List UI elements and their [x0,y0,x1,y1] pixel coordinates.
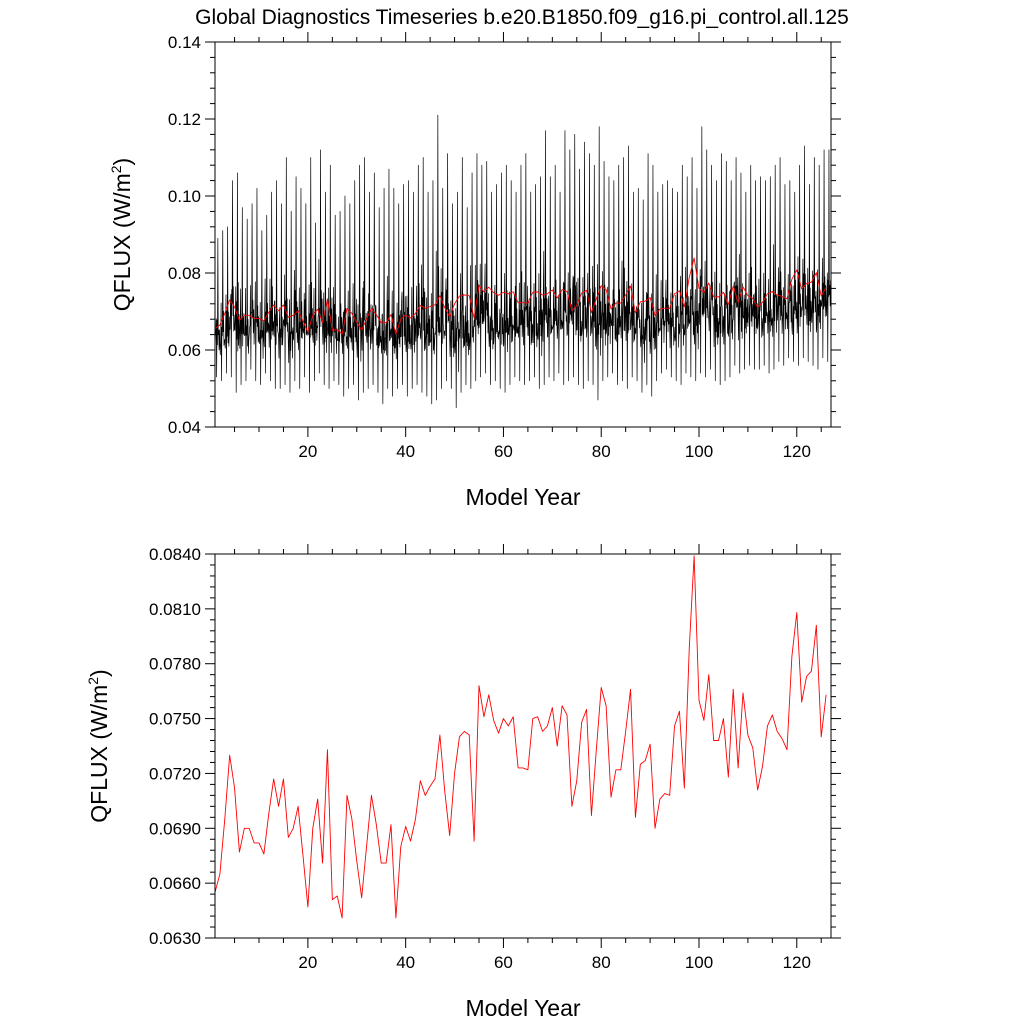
y-tick-label: 0.12 [168,110,201,129]
annual-mean-series-line [215,257,827,335]
y-tick-label: 0.0720 [149,764,201,783]
x-tick-label: 60 [494,442,513,461]
x-tick-label: 80 [592,953,611,972]
y-tick-label: 0.0690 [149,819,201,838]
y-tick-label: 0.0810 [149,600,201,619]
x-axis-label: Model Year [465,484,580,510]
y-axis-label-superscript: 2 [85,677,101,685]
y-axis-label: QFLUX (W/m2) [85,669,112,822]
x-axis-label: Model Year [465,995,580,1021]
x-tick-label: 80 [592,442,611,461]
y-tick-label: 0.0780 [149,655,201,674]
x-tick-label: 20 [298,442,317,461]
y-tick-label: 0.10 [168,187,201,206]
x-tick-label: 20 [298,953,317,972]
annual-mean-series-line [215,555,827,919]
y-tick-label: 0.04 [168,418,201,437]
y-tick-label: 0.06 [168,341,201,360]
y-tick-label: 0.0750 [149,710,201,729]
y-axis-label-superscript: 2 [108,165,124,173]
y-axis-label-text: QFLUX (W/m [109,173,135,311]
y-tick-label: 0.08 [168,264,201,283]
plot-frame [214,553,832,939]
x-tick-label: 100 [685,442,713,461]
bottom-panel-qflux-annual: 20 40 60 80 100 120 0.0630 0.0660 0.0690 0.0720 0.… [85,544,841,1021]
y-axis-label-text: QFLUX (W/m [86,685,112,823]
x-tick-label: 40 [396,442,415,461]
x-tick-label: 120 [783,953,811,972]
y-axis-label-tail: ) [109,158,135,166]
y-axis-label: QFLUX (W/m2) [108,158,135,311]
y-tick-label: 0.0840 [149,545,201,564]
y-tick-label: 0.14 [168,33,201,52]
y-axis-label-tail: ) [86,669,112,677]
x-tick-label: 60 [494,953,513,972]
y-tick-label: 0.0660 [149,874,201,893]
plot-frame [214,41,832,428]
x-tick-label: 40 [396,953,415,972]
figure-title: Global Diagnostics Timeseries b.e20.B185… [195,6,849,29]
x-tick-label: 100 [685,953,713,972]
y-tick-label: 0.0630 [149,929,201,948]
top-panel-qflux-monthly: 20 40 60 80 100 120 0.04 0.06 0.08 0.10 0.12 0.14 Mo… [108,32,841,510]
monthly-series-line [215,114,831,409]
x-tick-label: 120 [783,442,811,461]
